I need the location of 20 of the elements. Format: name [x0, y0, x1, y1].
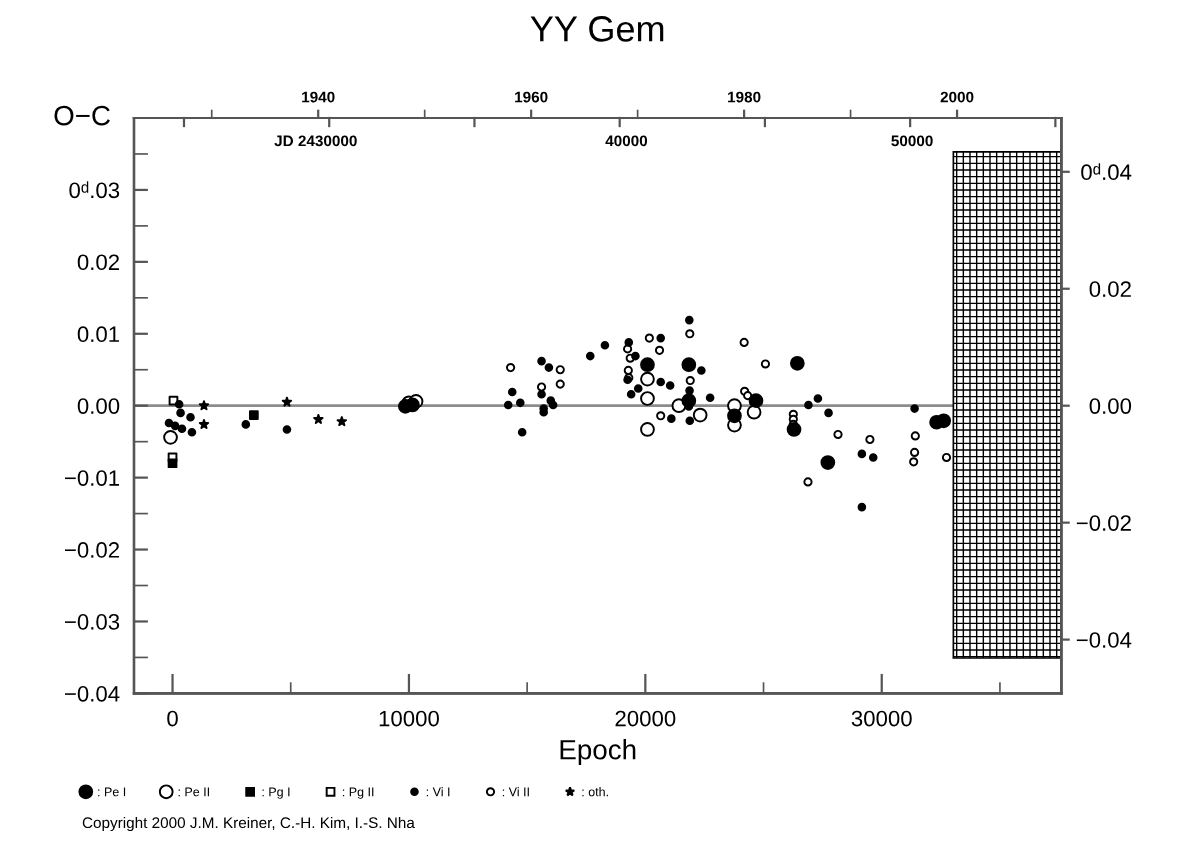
x-tick-label: 30000 — [851, 710, 912, 727]
x-tick-label: 0 — [167, 710, 178, 727]
y-tick-label: −0.01 — [64, 470, 120, 486]
y2-tick-label: 0.02 — [1089, 281, 1131, 298]
y-tick-label: −0.04 — [64, 685, 120, 702]
x-tick-label: 20000 — [615, 710, 676, 727]
y-tick-label: 0.02 — [77, 254, 119, 271]
y2-tick-label: 0ᵈ.04 — [1081, 163, 1132, 181]
y-tick-label: −0.02 — [64, 542, 119, 558]
y2-tick-label: −0.04 — [1076, 632, 1132, 648]
y-tick-label: 0.01 — [77, 326, 120, 343]
y-axis-title: O−C — [54, 105, 110, 126]
x-tick-label: 10000 — [379, 710, 439, 727]
y-tick-label: 0ᵈ.03 — [69, 181, 120, 199]
y-tick-label: 0.00 — [77, 398, 120, 414]
y-tick-label: −0.03 — [64, 614, 120, 630]
chart-title: YY Gem — [530, 16, 664, 42]
x-axis-title: Epoch — [560, 739, 636, 766]
y2-tick-label: −0.02 — [1076, 515, 1131, 531]
y2-tick-label: 0.00 — [1089, 398, 1132, 414]
